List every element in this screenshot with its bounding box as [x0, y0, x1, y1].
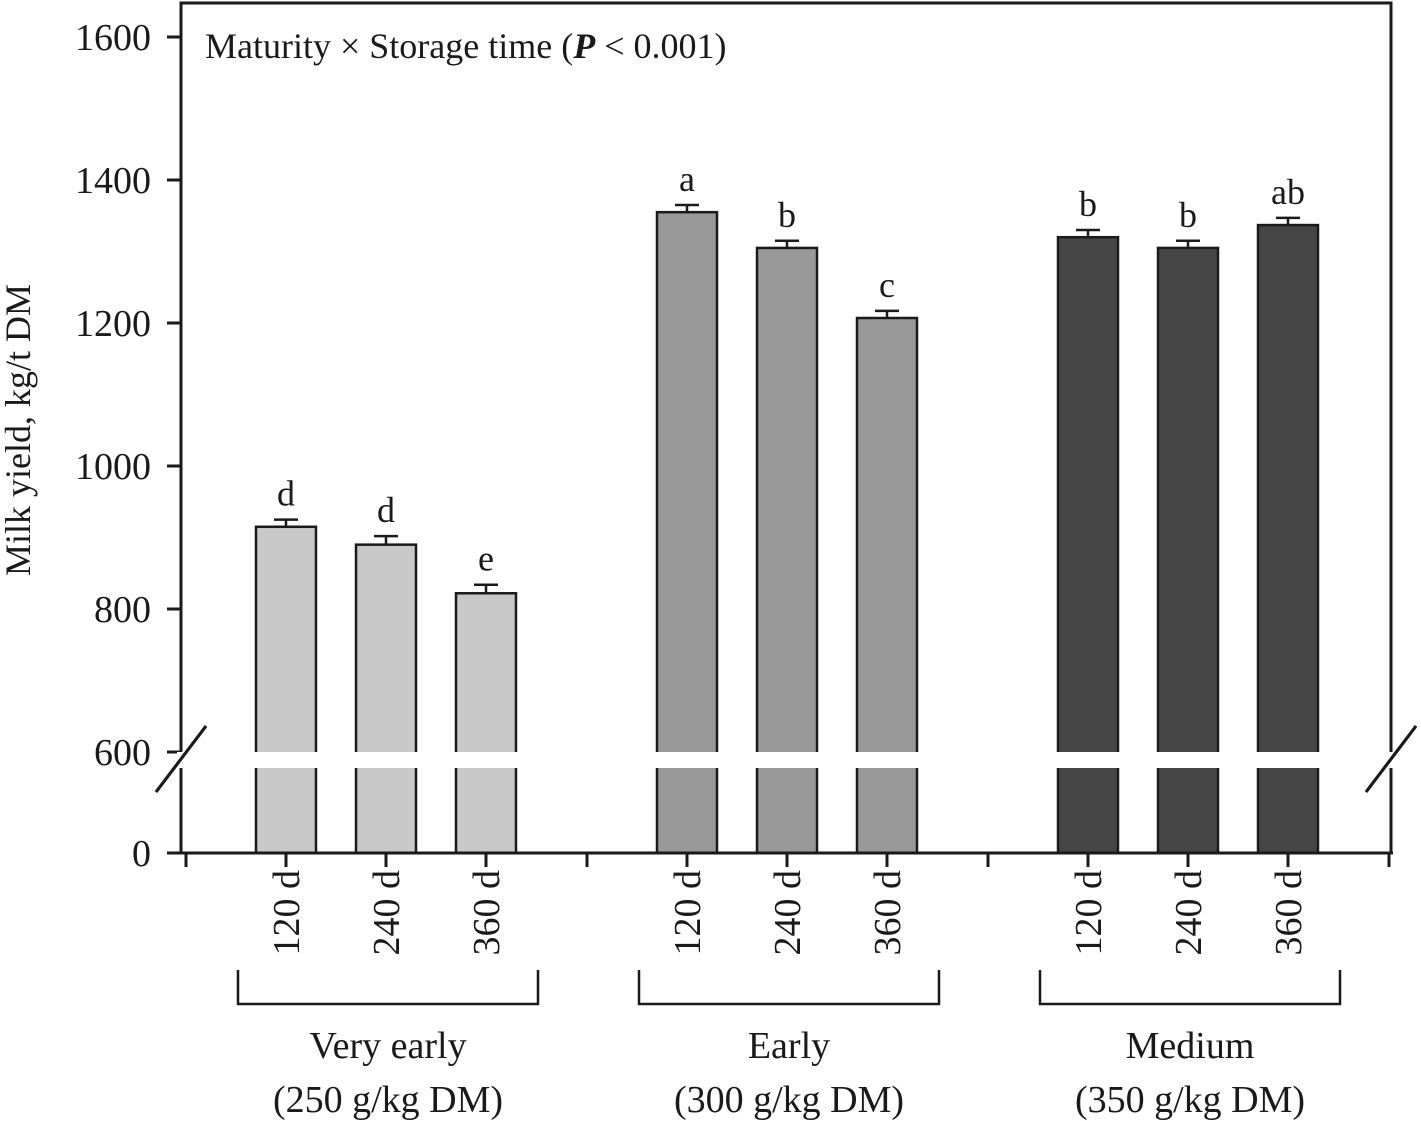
- axis-break-mark-right: [1364, 725, 1418, 793]
- chart-title-p: P: [572, 26, 596, 66]
- bar: [1056, 235, 1120, 855]
- group-bracket: [1038, 970, 1342, 1006]
- bar-break-gap: [655, 752, 719, 768]
- y-tick-label: 1600: [75, 17, 151, 59]
- x-tick-label: 120 d: [266, 870, 308, 956]
- y-tick-label: 0: [132, 833, 151, 875]
- bar-break-gap: [1256, 752, 1320, 768]
- group-bracket: [637, 970, 941, 1006]
- group-name-label: Early: [748, 1025, 830, 1067]
- significance-label: a: [679, 159, 695, 199]
- bar-break-gap: [254, 752, 318, 768]
- axis-break-mark-left: [154, 725, 208, 793]
- chart-title-rest: < 0.001): [595, 26, 726, 66]
- bar-break-gap: [855, 752, 919, 768]
- bar-break-gap: [354, 752, 418, 768]
- y-tick-label: 1400: [75, 160, 151, 202]
- x-tick-label: 240 d: [1168, 870, 1210, 956]
- significance-label: b: [1179, 195, 1197, 235]
- bar: [354, 543, 418, 855]
- group-bracket: [236, 970, 540, 1006]
- bar-break-gap: [1156, 752, 1220, 768]
- x-tick-label: 360 d: [466, 870, 508, 956]
- x-tick-label: 240 d: [366, 870, 408, 956]
- y-tick-label: 1000: [75, 446, 151, 488]
- group-sub-label: (250 g/kg DM): [273, 1079, 503, 1121]
- group-name-label: Medium: [1126, 1025, 1255, 1067]
- bar-break-gap: [755, 752, 819, 768]
- bar: [254, 525, 318, 855]
- bar: [1256, 223, 1320, 855]
- plot-frame: [179, 1, 1393, 853]
- significance-label: e: [478, 539, 494, 579]
- significance-label: c: [879, 265, 895, 305]
- bar-break-gap: [1056, 752, 1120, 768]
- y-axis-label: Milk yield, kg/t DM: [0, 284, 38, 576]
- significance-label: d: [377, 490, 395, 530]
- bar: [855, 316, 919, 855]
- chart-title: Maturity × Storage time (P < 0.001): [205, 26, 727, 66]
- bar: [454, 592, 518, 855]
- x-tick-label: 120 d: [667, 870, 709, 956]
- axes: [154, 35, 1418, 1006]
- significance-label: ab: [1271, 172, 1305, 212]
- significance-label: d: [277, 474, 295, 514]
- bar-break-gap: [454, 752, 518, 768]
- group-sub-label: (300 g/kg DM): [674, 1079, 904, 1121]
- significance-label: b: [778, 195, 796, 235]
- y-tick-label: 800: [94, 589, 151, 631]
- x-tick-label: 240 d: [767, 870, 809, 956]
- x-tick-label: 120 d: [1068, 870, 1110, 956]
- x-tick-label: 360 d: [1268, 870, 1310, 956]
- bars: [254, 203, 1320, 855]
- significance-label: b: [1079, 184, 1097, 224]
- group-name-label: Very early: [309, 1025, 466, 1067]
- y-tick-label: 600: [94, 732, 151, 774]
- x-tick-label: 360 d: [867, 870, 909, 956]
- chart-title-text: Maturity × Storage time (: [205, 26, 573, 66]
- plot-border: [179, 1, 1393, 853]
- y-tick-label: 1200: [75, 303, 151, 345]
- labels: 0 600 800 1000 1200 1400 1600 d 120 d d 240 d e 360 …: [75, 17, 1310, 1121]
- group-sub-label: (350 g/kg DM): [1075, 1079, 1305, 1121]
